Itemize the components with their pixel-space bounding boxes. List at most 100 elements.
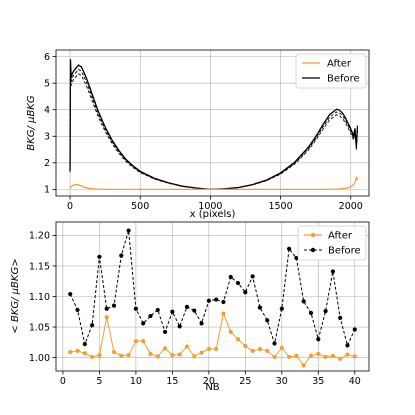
bottom-before-point [301,299,306,304]
top-ticks: 0 500 1000 1500 2000 1 2 3 4 5 6 [44,52,363,212]
bottom-y-tick-label: 1.15 [29,261,50,272]
bottom-after-point [192,354,197,359]
bottom-before-point [206,298,211,303]
top-series [69,59,359,191]
top-y-tick-label: 2 [44,158,50,169]
top-y-axis-label: BKG/ μBKG [26,95,37,150]
bottom-x-tick-label: 30 [276,376,288,387]
bottom-before-point [250,274,255,279]
top-panel: 0 500 1000 1500 2000 1 2 3 4 5 6 x (pixels) BKG/ μ… [26,49,370,220]
bottom-after-point [68,349,73,355]
bottom-after-point [294,353,299,358]
bottom-after-point [235,337,241,342]
bottom-x-tick-label: 10 [130,376,142,387]
top-x-tick-label: 1000 [198,201,222,212]
bottom-x-axis-label: NB [205,382,219,393]
bottom-before-point [287,246,292,251]
bottom-after-point [184,344,190,349]
top-x-tick-label: 500 [131,201,149,212]
top-y-tick-label: 1 [44,185,50,196]
bottom-before-point [104,306,109,311]
top-x-axis-label: x (pixels) [190,209,236,220]
bottom-before-point [82,342,87,347]
bottom-after-point [155,354,160,359]
bottom-after-point [301,363,306,368]
bottom-after-series-line [70,311,355,367]
bottom-before-point [119,253,124,258]
bottom-before-point [148,313,153,319]
bottom-before-point [162,329,168,335]
bottom-before-point [170,309,175,314]
bottom-after-point [214,346,219,352]
bottom-after-point [119,353,124,358]
bottom-x-tick-label: 20 [203,376,215,387]
bottom-before-point [184,304,190,309]
bottom-before-point [243,290,248,295]
bottom-before-point [199,321,204,326]
bottom-before-point [133,306,138,311]
bottom-after-point [338,356,343,361]
bottom-y-tick-label: 1.05 [29,322,50,333]
bottom-after-point [279,345,284,350]
bottom-before-point [345,343,350,348]
bottom-after-point [323,354,328,360]
bottom-after-point [126,353,131,358]
bottom-x-tick-label: 25 [239,376,251,387]
top-y-tick-label: 4 [44,105,50,116]
bottom-after-point [206,346,211,352]
bottom-panel: 0 5 10 15 20 25 30 35 401.001.051.101.151.20 NB … [10,221,370,393]
bottom-before-point [90,323,95,328]
bottom-before-point [352,327,357,332]
top-x-tick-label: 1500 [268,201,292,212]
bottom-after-point [104,315,109,320]
bottom-x-tick-label: 40 [349,376,361,387]
bottom-series [68,228,357,368]
bottom-after-point [75,348,80,353]
bottom-x-tick-label: 0 [60,376,66,387]
bottom-before-point [272,341,277,346]
top-x-tick-label: 0 [67,201,73,212]
top-y-tick-label: 5 [44,78,50,89]
top-before-band-line [69,68,358,190]
bottom-y-tick-label: 1.20 [29,231,50,242]
bottom-x-tick-label: 5 [96,376,102,387]
bottom-after-point [90,354,95,360]
bottom-legend-before-marker [310,247,316,253]
bottom-before-point [75,307,80,313]
bottom-after-point [243,343,248,349]
bottom-after-point [199,350,204,355]
bottom-before-point [228,274,233,280]
bottom-after-point [265,348,270,353]
bottom-before-point [177,324,182,329]
top-legend-after-label: After [327,59,352,70]
bottom-after-point [316,351,321,356]
bottom-legend-before-label: Before [328,246,361,257]
bottom-after-point [170,353,175,358]
bottom-after-point [257,346,263,352]
bottom-after-point [221,311,226,316]
bottom-y-tick-label: 1.00 [29,353,50,364]
bottom-legend: After Before [297,225,367,261]
bottom-before-point [192,308,197,313]
bottom-after-point [308,353,314,358]
bottom-before-series-line [69,230,356,347]
bottom-y-tick-label: 1.10 [29,292,50,303]
bottom-before-point [330,269,335,274]
bottom-after-point [330,353,335,358]
bottom-before-point [316,337,321,342]
bottom-before-point [111,303,117,308]
bottom-before-point [323,309,328,314]
bottom-before-point [257,305,263,310]
bottom-before-point [235,280,241,286]
bottom-after-point [141,338,146,344]
bottom-before-point [97,254,102,259]
bottom-after-point [352,354,357,359]
bottom-after-point [162,346,168,351]
bottom-before-point [141,321,146,326]
bottom-before-point [265,318,270,323]
bottom-legend-after-marker [310,232,316,238]
bottom-after-point [177,352,182,357]
bottom-after-point [250,348,255,353]
bottom-before-point [126,228,131,233]
